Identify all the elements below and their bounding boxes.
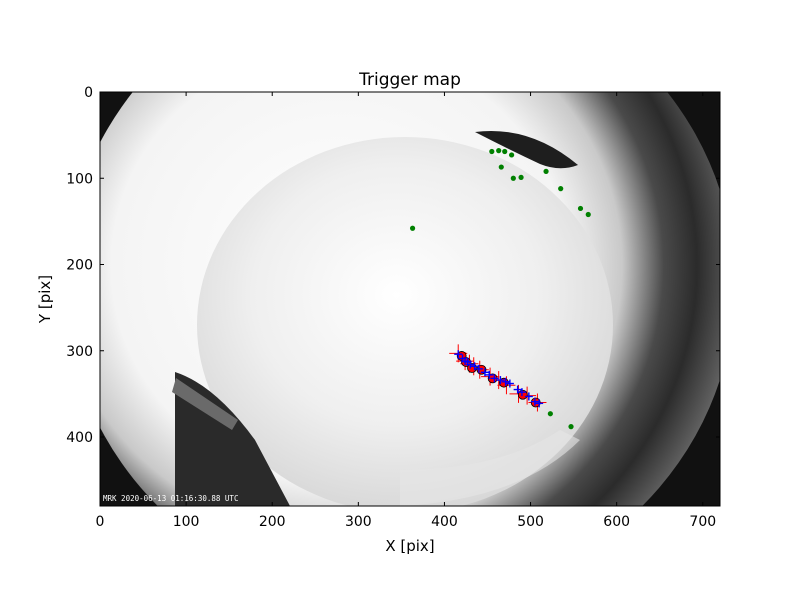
green-dot-point xyxy=(502,148,508,155)
x-axis: 0 100 200 300 400 500 600 700 xyxy=(96,92,716,530)
green-dot-point xyxy=(409,225,416,231)
green-dot-point xyxy=(585,211,591,218)
x-tick-label: 100 xyxy=(173,514,200,530)
blue-plus-point xyxy=(480,368,489,377)
blue-plus-point xyxy=(466,360,475,369)
green-dot-point xyxy=(543,168,549,174)
blue-plus-point xyxy=(517,388,526,397)
blue-plus-point xyxy=(524,392,533,401)
blue-plus-point xyxy=(513,385,522,394)
blue-plus-point xyxy=(505,379,514,388)
markers-layer xyxy=(409,148,591,430)
green-dot-point xyxy=(496,148,502,154)
green-dot-point xyxy=(577,205,584,212)
green-dot-point xyxy=(547,411,553,417)
x-tick-label: 600 xyxy=(603,514,630,530)
x-tick-label: 200 xyxy=(259,514,286,530)
y-tick-label: 200 xyxy=(66,258,93,274)
sky-image xyxy=(100,92,720,506)
green-dot-point xyxy=(489,148,495,155)
green-dot-point xyxy=(568,424,574,430)
y-axis: 0 100 200 300 400 xyxy=(66,85,720,446)
x-tick-label: 700 xyxy=(689,514,716,530)
blue-plus-point xyxy=(501,377,510,386)
x-tick-label: 300 xyxy=(345,514,372,530)
blue-plus-point xyxy=(530,397,539,406)
blue-plus-point xyxy=(490,374,499,383)
y-tick-label: 100 xyxy=(66,171,93,187)
green-dot-point xyxy=(558,186,564,192)
green-dot-point xyxy=(518,174,524,180)
blue-plus-point xyxy=(474,364,483,373)
blue-plus-point xyxy=(496,376,505,385)
green-dot-point xyxy=(509,152,515,158)
x-tick-label: 0 xyxy=(96,514,105,530)
x-tick-label: 400 xyxy=(431,514,458,530)
blue-plus-point xyxy=(535,399,544,408)
x-tick-label: 500 xyxy=(517,514,544,530)
green-dot-point xyxy=(498,164,504,170)
red-circle-point xyxy=(530,397,541,408)
plot-frame xyxy=(99,91,721,507)
x-axis-label: X [pix] xyxy=(385,537,434,555)
green-dot-point xyxy=(510,175,516,181)
y-axis-label: Y [pix] xyxy=(36,275,54,324)
chart-title: Trigger map xyxy=(358,70,461,90)
y-tick-label: 300 xyxy=(66,344,93,360)
blue-plus-point xyxy=(454,350,463,359)
y-tick-label: 0 xyxy=(84,85,93,101)
blue-plus-point xyxy=(470,362,479,371)
timestamp-stamp: MRK 2020-06-13 01:16:30.88 UTC xyxy=(103,494,238,503)
blue-plus-point xyxy=(485,370,494,379)
y-tick-label: 400 xyxy=(66,430,93,446)
